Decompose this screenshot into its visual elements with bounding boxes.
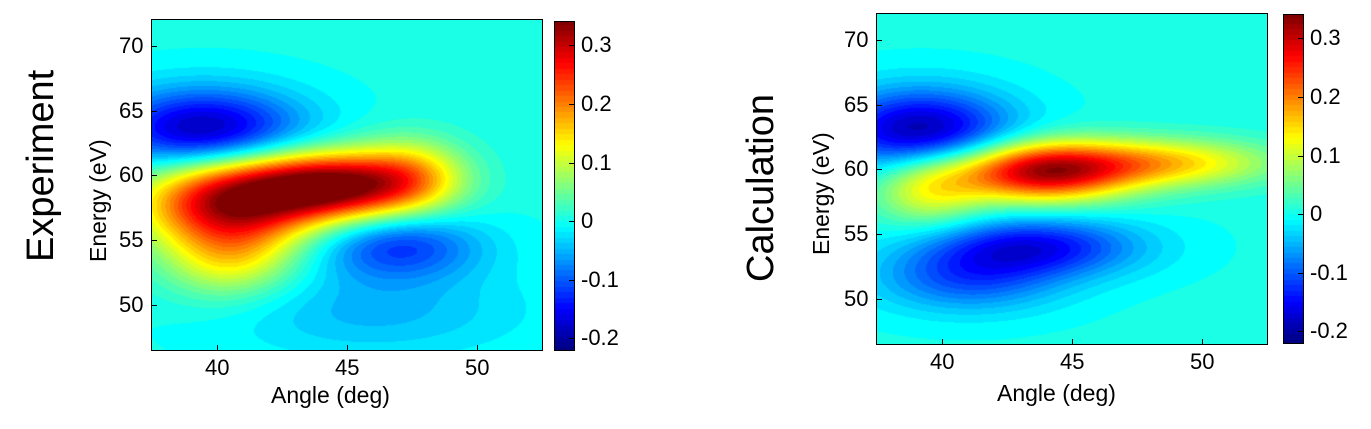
y-tick-label: 55 (119, 227, 144, 252)
colorbar-tick-mark (569, 221, 574, 223)
y-tick-label: 65 (119, 97, 144, 123)
colorbar-tick-mark (1298, 214, 1303, 216)
colorbar-experiment (554, 21, 575, 351)
colorbar-tick-mark (1298, 38, 1303, 40)
colorbar-tick-label: 0.2 (581, 91, 612, 116)
x-axis-label-experiment: Angle (deg) (271, 382, 390, 408)
colorbar-tick-mark (569, 162, 574, 164)
colorbar-tick-mark (569, 104, 574, 105)
y-tick-label: 70 (119, 32, 144, 58)
heatmap-canvas-calculation (877, 14, 1267, 344)
y-tick-mark (152, 110, 157, 112)
colorbar-tick-label: -0.1 (581, 266, 619, 292)
y-tick-label: 65 (844, 91, 869, 117)
colorbar-tick-label: -0.2 (581, 325, 619, 351)
y-tick-label: 70 (844, 26, 869, 52)
y-tick-mark (877, 104, 882, 106)
colorbar-tick-mark (1298, 331, 1303, 333)
x-tick-mark (1072, 339, 1073, 344)
x-tick-mark (477, 345, 478, 350)
x-tick-label: 45 (1060, 349, 1085, 374)
colorbar-tick-mark (1298, 97, 1303, 98)
x-tick-label: 50 (1190, 349, 1215, 374)
colorbar-tick-mark (569, 45, 574, 47)
heatmap-experiment (151, 19, 543, 351)
y-tick-mark (152, 175, 157, 177)
y-tick-mark (152, 304, 157, 306)
x-tick-label: 50 (465, 355, 490, 380)
x-tick-label: 40 (930, 349, 955, 374)
colorbar-tick-label: 0.1 (581, 149, 612, 175)
y-axis-label-experiment: Energy (eV) (85, 139, 111, 262)
y-tick-mark (877, 39, 882, 41)
colorbar-tick-label: 0.3 (581, 32, 612, 58)
colorbar-canvas-calculation (1284, 15, 1303, 343)
x-tick-mark (942, 339, 943, 344)
y-tick-label: 50 (844, 285, 869, 311)
x-tick-mark (1202, 339, 1203, 344)
colorbar-tick-label: -0.2 (1310, 318, 1348, 344)
colorbar-tick-label: 0 (1310, 201, 1323, 227)
colorbar-tick-mark (1298, 155, 1303, 157)
x-tick-mark (217, 345, 218, 350)
panel-label-calculation: Calculation (740, 94, 782, 282)
colorbar-canvas-experiment (555, 22, 574, 350)
colorbar-tick-mark (569, 279, 574, 281)
colorbar-calculation (1283, 14, 1304, 344)
x-axis-label-calculation: Angle (deg) (997, 380, 1116, 406)
colorbar-tick-label: 0.3 (1310, 25, 1341, 51)
colorbar-tick-label: 0.2 (1310, 84, 1341, 109)
heatmap-calculation (876, 13, 1268, 345)
y-tick-mark (152, 45, 157, 47)
colorbar-tick-label: -0.1 (1310, 259, 1348, 285)
y-tick-label: 50 (119, 291, 144, 317)
y-axis-label-calculation: Energy (eV) (808, 132, 834, 255)
y-tick-mark (877, 169, 882, 171)
heatmap-canvas-experiment (152, 20, 542, 350)
y-tick-mark (152, 240, 157, 241)
y-tick-mark (877, 298, 882, 300)
y-tick-label: 60 (119, 162, 144, 188)
y-tick-label: 60 (844, 156, 869, 182)
colorbar-tick-label: 0 (581, 208, 594, 234)
x-tick-mark (347, 345, 348, 350)
x-tick-label: 45 (335, 355, 360, 380)
x-tick-label: 40 (205, 355, 230, 380)
colorbar-tick-label: 0.1 (1310, 142, 1341, 168)
y-tick-mark (877, 234, 882, 235)
colorbar-tick-mark (1298, 272, 1303, 274)
panel-label-experiment: Experiment (20, 69, 62, 262)
colorbar-tick-mark (569, 338, 574, 340)
y-tick-label: 55 (844, 221, 869, 246)
